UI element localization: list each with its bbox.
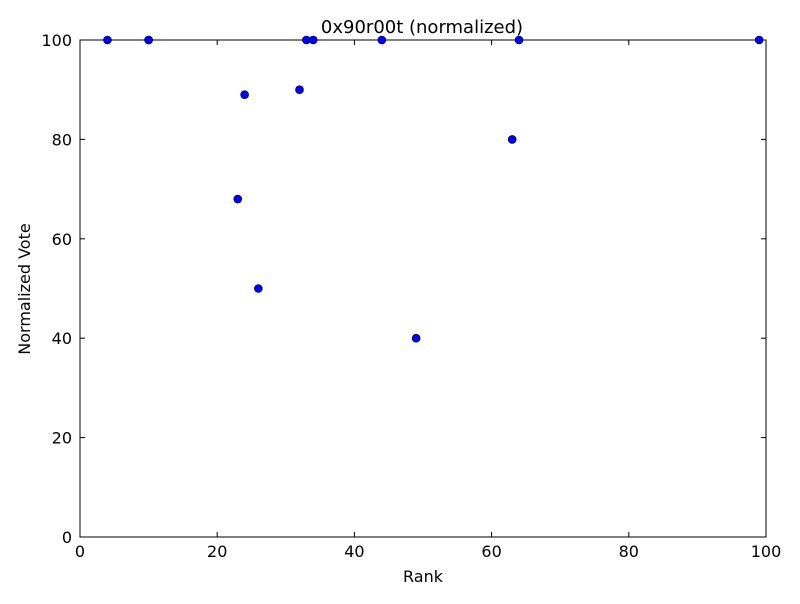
x-tick-label: 60 bbox=[481, 542, 501, 561]
scatter-point bbox=[295, 85, 304, 94]
scatter-point bbox=[754, 35, 764, 45]
scatter-point bbox=[144, 35, 153, 45]
scatter-point bbox=[411, 333, 421, 343]
y-axis-label: Normalized Vote bbox=[15, 223, 34, 354]
scatter-point bbox=[254, 284, 263, 293]
y-tick-label: 20 bbox=[52, 429, 72, 448]
x-tick-label: 80 bbox=[619, 542, 639, 561]
x-axis-label: Rank bbox=[403, 567, 444, 586]
x-axis: 0 20 40 60 80 100 bbox=[75, 40, 781, 561]
plot-area bbox=[79, 39, 767, 538]
y-tick-label: 40 bbox=[52, 329, 72, 348]
x-tick-label: 100 bbox=[751, 542, 782, 561]
scatter-point bbox=[507, 135, 517, 144]
scatter-point bbox=[308, 35, 318, 45]
x-tick-label: 0 bbox=[75, 542, 85, 561]
y-tick-label: 60 bbox=[52, 230, 72, 249]
x-tick-label: 40 bbox=[344, 542, 364, 561]
scatter-point bbox=[103, 35, 112, 45]
scatter-point bbox=[233, 194, 243, 204]
y-tick-label: 80 bbox=[52, 130, 72, 149]
scatter-point bbox=[240, 90, 249, 99]
y-axis: 0 20 40 60 80 100 bbox=[41, 31, 766, 547]
y-tick-label: 100 bbox=[41, 31, 72, 50]
scatter-point bbox=[377, 35, 387, 45]
scatter-point bbox=[514, 35, 524, 45]
data-points bbox=[103, 35, 764, 343]
y-tick-label: 0 bbox=[62, 528, 72, 547]
x-tick-label: 20 bbox=[207, 542, 227, 561]
chart-title: 0x90r00t (normalized) bbox=[321, 17, 523, 38]
